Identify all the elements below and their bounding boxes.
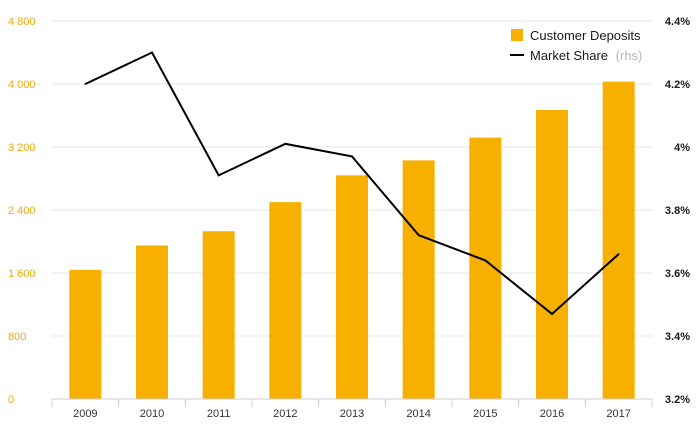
x-axis-tick-label: 2014	[406, 408, 430, 420]
legend-market-share-name: Market Share	[530, 48, 608, 63]
line-series-market-share	[84, 51, 620, 316]
bar-2009	[69, 269, 102, 399]
axes: 0 800 1 600 2 400 3 200 4 000 4 800 3.2% 3.4% 3.6…	[8, 16, 690, 420]
market-share-point-2013	[351, 155, 353, 158]
market-share-point-2014	[417, 234, 420, 236]
left-axis-tick-label: 4 800	[8, 16, 36, 28]
left-axis-tick-label: 800	[8, 331, 26, 343]
market-share-point-2016	[551, 313, 553, 315]
right-axis-tick-label: 3.2%	[665, 394, 690, 406]
right-axis-tick-label: 4.2%	[665, 79, 690, 91]
legend-label-customer-deposits: Customer Deposits	[530, 28, 641, 43]
right-axis-tick-label: 3.6%	[665, 268, 690, 280]
bar-2010	[136, 245, 168, 399]
legend-label-market-share: Market Share (rhs)	[530, 48, 642, 63]
legend: Customer Deposits Market Share (rhs)	[510, 28, 642, 63]
x-axis-tick-label: 2010	[140, 408, 164, 420]
legend-swatch-customer-deposits	[511, 29, 523, 41]
bar-2016	[536, 109, 568, 400]
market-share-point-2011	[217, 174, 220, 177]
x-axis-tick-label: 2016	[540, 408, 564, 420]
bar-2014	[402, 160, 435, 399]
x-axis-tick-label: 2012	[273, 408, 297, 420]
bar-2017	[602, 81, 635, 399]
x-axis-tick-label: 2017	[606, 408, 630, 420]
left-axis-tick-label: 1 600	[8, 268, 36, 280]
bar-2012	[269, 202, 302, 399]
left-axis-tick-label: 2 400	[8, 205, 36, 217]
left-axis-tick-label: 4 000	[8, 79, 36, 91]
bar-series-customer-deposits	[69, 81, 635, 400]
bar-2011	[202, 231, 235, 399]
x-axis-tick-label: 2009	[73, 408, 97, 420]
left-axis-tick-label: 0	[8, 394, 14, 406]
right-axis-tick-label: 3.8%	[665, 205, 690, 217]
market-share-point-2017	[617, 253, 620, 255]
market-share-point-2015	[484, 259, 487, 262]
market-share-point-2009	[84, 83, 87, 85]
x-axis-tick-label: 2011	[207, 408, 231, 420]
market-share-point-2012	[284, 143, 287, 145]
bar-2013	[336, 175, 368, 399]
left-axis-tick-label: 3 200	[8, 142, 36, 154]
right-axis-tick-label: 3.4%	[665, 331, 690, 343]
market-share-point-2010	[151, 51, 153, 54]
right-axis-tick-label: 4.4%	[665, 16, 690, 28]
x-axis-tick-label: 2015	[473, 408, 497, 420]
right-axis-tick-label: 4%	[674, 142, 690, 154]
legend-market-share-note: (rhs)	[616, 48, 643, 63]
x-axis-tick-label: 2013	[340, 408, 364, 420]
